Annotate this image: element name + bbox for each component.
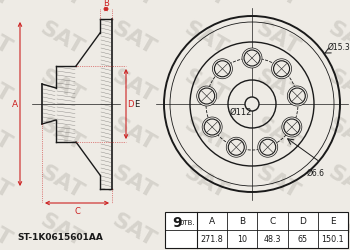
Text: SAT: SAT	[253, 209, 303, 249]
Circle shape	[284, 120, 300, 136]
Text: C: C	[74, 206, 80, 215]
Text: SAT: SAT	[253, 0, 303, 10]
Text: 150.1: 150.1	[322, 234, 344, 244]
Circle shape	[202, 118, 222, 138]
Text: SAT: SAT	[109, 0, 159, 10]
Circle shape	[197, 87, 217, 106]
Text: 271.8: 271.8	[201, 234, 224, 244]
Text: 48.3: 48.3	[264, 234, 281, 244]
Circle shape	[245, 98, 259, 112]
Text: B: B	[103, 0, 109, 8]
Text: SAT: SAT	[0, 18, 15, 58]
Text: SAT: SAT	[37, 66, 87, 106]
Text: SAT: SAT	[109, 66, 159, 106]
Text: SAT: SAT	[181, 209, 231, 249]
Text: SAT: SAT	[181, 18, 231, 58]
Text: SAT: SAT	[0, 66, 15, 106]
Text: A: A	[12, 100, 18, 109]
Circle shape	[215, 62, 230, 78]
Text: SAT: SAT	[37, 18, 87, 58]
Text: SAT: SAT	[109, 113, 159, 154]
Text: Ø6.6: Ø6.6	[307, 168, 325, 177]
Text: SAT: SAT	[181, 161, 231, 202]
Text: SAT: SAT	[325, 0, 350, 10]
Text: D: D	[127, 100, 133, 109]
Text: SAT: SAT	[109, 18, 159, 58]
Text: SAT: SAT	[253, 113, 303, 154]
Text: SAT: SAT	[37, 209, 87, 249]
Circle shape	[199, 89, 215, 104]
Text: SAT: SAT	[181, 0, 231, 10]
Circle shape	[260, 140, 276, 156]
Text: SAT: SAT	[0, 209, 15, 249]
Text: SAT: SAT	[0, 161, 15, 202]
Text: 10: 10	[237, 234, 247, 244]
Text: SAT: SAT	[0, 0, 15, 10]
Text: C: C	[270, 217, 276, 226]
Text: Ø15.3(×9): Ø15.3(×9)	[328, 43, 350, 52]
Text: SAT: SAT	[0, 113, 15, 154]
Text: D: D	[299, 217, 306, 226]
Text: SAT: SAT	[181, 66, 231, 106]
Text: E: E	[134, 100, 139, 109]
Text: SAT: SAT	[253, 66, 303, 106]
Text: SAT: SAT	[109, 161, 159, 202]
Text: SAT: SAT	[181, 113, 231, 154]
Circle shape	[282, 118, 302, 138]
Text: SAT: SAT	[37, 161, 87, 202]
Text: E: E	[330, 217, 336, 226]
Circle shape	[212, 60, 232, 80]
Text: SAT: SAT	[325, 113, 350, 154]
Text: B: B	[239, 217, 245, 226]
Circle shape	[272, 60, 292, 80]
Text: SAT: SAT	[253, 161, 303, 202]
Text: ОТВ.: ОТВ.	[179, 219, 195, 225]
Circle shape	[226, 138, 246, 158]
Text: A: A	[209, 217, 215, 226]
Text: SAT: SAT	[325, 18, 350, 58]
Text: Ø112: Ø112	[230, 108, 252, 116]
Text: ST-1K0615601AA: ST-1K0615601AA	[17, 232, 103, 241]
Text: SAT: SAT	[37, 113, 87, 154]
Circle shape	[287, 87, 307, 106]
Text: SAT: SAT	[37, 0, 87, 10]
Text: SAT: SAT	[325, 161, 350, 202]
Text: SAT: SAT	[325, 209, 350, 249]
Circle shape	[242, 49, 262, 69]
Circle shape	[289, 89, 305, 104]
Text: SAT: SAT	[253, 18, 303, 58]
Circle shape	[258, 138, 278, 158]
Bar	[165, 212, 348, 248]
Text: SAT: SAT	[325, 66, 350, 106]
Text: 65: 65	[298, 234, 308, 244]
Circle shape	[204, 120, 220, 136]
Circle shape	[274, 62, 289, 78]
Circle shape	[228, 140, 244, 156]
Text: 9: 9	[172, 215, 182, 229]
Text: SAT: SAT	[109, 209, 159, 249]
Circle shape	[244, 51, 260, 67]
